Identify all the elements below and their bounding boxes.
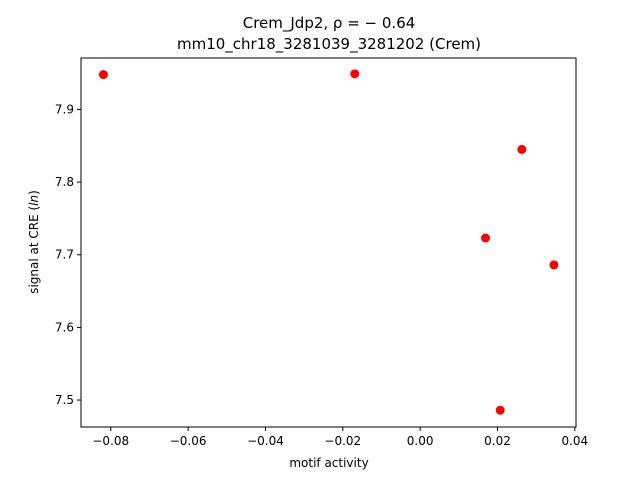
x-axis-label: motif activity	[289, 456, 368, 470]
y-axis-label: signal at CRE (ln)	[27, 190, 41, 294]
scatter-point-2	[350, 69, 360, 79]
y-axis-label-prefix: signal at CRE (	[27, 206, 41, 294]
x-tick-label: −0.06	[170, 434, 207, 448]
y-axis-label-suffix: )	[27, 190, 41, 195]
x-tick-label: 0.00	[407, 434, 434, 448]
y-tick-label: 7.7	[55, 248, 74, 262]
chart-title-line2: mm10_chr18_3281039_3281202 (Crem)	[177, 35, 481, 54]
scatter-point-5	[549, 260, 559, 270]
y-tick-label: 7.9	[55, 102, 74, 116]
x-tick-label: −0.02	[324, 434, 361, 448]
scatter-point-3	[517, 144, 527, 154]
chart-title-line1: Crem_Jdp2, ρ = − 0.64	[243, 14, 416, 33]
scatter-point-6	[495, 405, 505, 415]
x-axis: −0.08 −0.06 −0.04 −0.02 0.00 0.02 0.04	[92, 427, 588, 448]
y-axis-label-italic: ln	[27, 195, 41, 206]
plot-frame	[80, 57, 577, 428]
scatter-point-1	[98, 70, 108, 80]
y-tick-label: 7.6	[55, 320, 74, 334]
scatter-point-4	[481, 233, 491, 243]
x-tick-label: 0.02	[484, 434, 511, 448]
x-tick-label: 0.04	[561, 434, 588, 448]
x-tick-label: −0.04	[247, 434, 284, 448]
x-tick-label: −0.08	[92, 434, 129, 448]
y-tick-label: 7.5	[55, 393, 74, 407]
y-tick-label: 7.8	[55, 175, 74, 189]
plot-area	[98, 69, 559, 415]
y-axis: 7.5 7.6 7.7 7.8 7.9	[55, 102, 81, 407]
